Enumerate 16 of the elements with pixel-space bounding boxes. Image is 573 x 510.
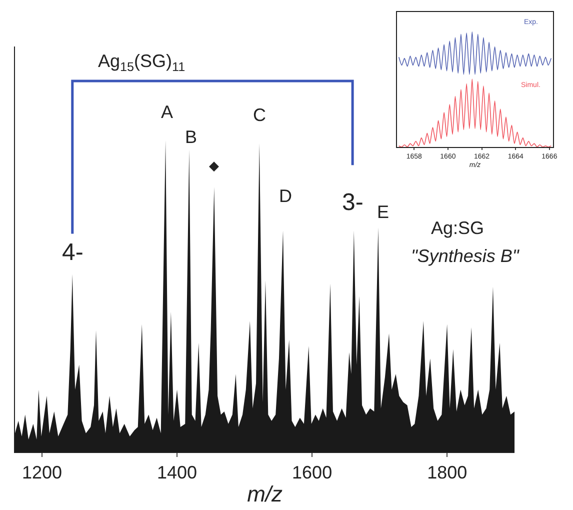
annotation: 4-	[62, 239, 84, 266]
annotation: Ag:SG	[431, 218, 484, 238]
x-tick-label: 1800	[427, 462, 468, 483]
annotation: E	[377, 202, 390, 222]
text: A	[161, 102, 174, 122]
annotation: D	[279, 186, 292, 206]
x-tick-label: 1400	[157, 462, 198, 483]
x-tick-label: 1200	[22, 462, 62, 483]
annotation: ◆	[209, 158, 219, 173]
annotation: B	[185, 127, 198, 147]
x-tick-label: 1600	[292, 462, 332, 483]
annotation: "Synthesis B"	[411, 246, 520, 266]
text: Ag$_{15}$(SG)$_{11}$	[98, 51, 186, 74]
annotation: 3-	[342, 189, 364, 216]
x-axis-title: m/z	[247, 482, 283, 506]
text: C	[253, 105, 266, 125]
